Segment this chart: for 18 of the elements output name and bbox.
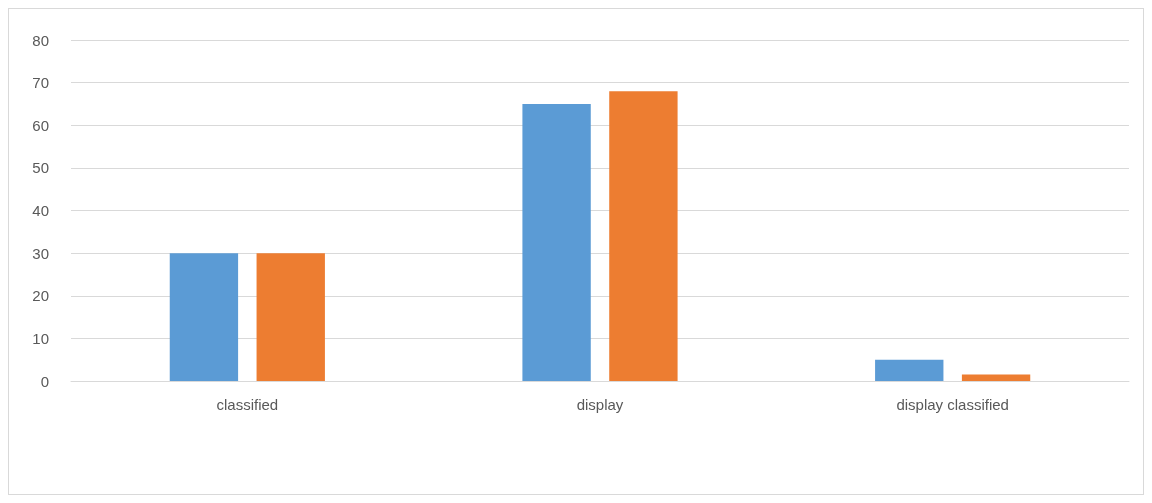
bar — [961, 374, 1031, 381]
x-tick-label: classified — [216, 396, 279, 413]
bar — [256, 253, 325, 381]
y-tick-label: 30 — [32, 244, 49, 262]
y-tick-label: 40 — [32, 202, 49, 219]
y-tick-label: 70 — [32, 74, 49, 92]
bar — [169, 253, 239, 381]
y-tick-label: 10 — [32, 329, 49, 347]
y-tick-label: 60 — [32, 116, 49, 134]
x-tick-label: display — [576, 396, 624, 413]
y-tick-label: 50 — [32, 159, 49, 177]
y-tick-label: 80 — [32, 31, 49, 49]
bar — [875, 359, 944, 381]
y-tick-label: 20 — [32, 287, 49, 305]
bar — [609, 91, 678, 381]
x-tick-label: display classified — [896, 396, 1009, 413]
bar — [522, 103, 591, 381]
y-tick-label: 0 — [40, 372, 49, 390]
